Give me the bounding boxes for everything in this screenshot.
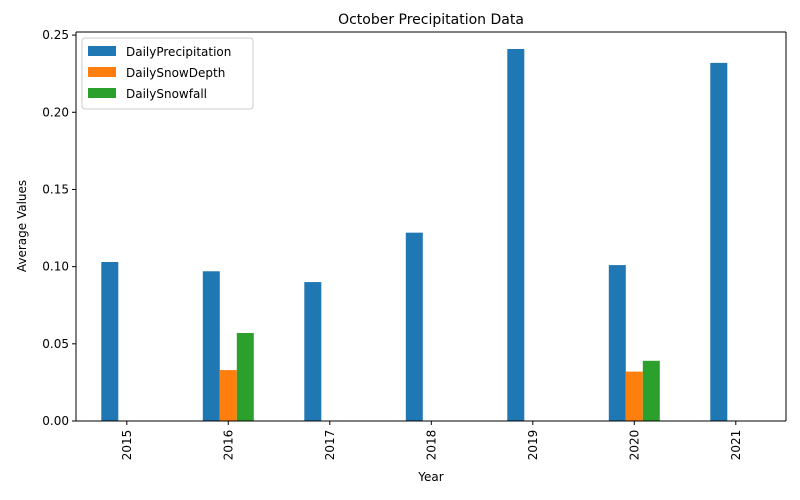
- bar-DailyPrecipitation-2020: [608, 265, 626, 421]
- legend: DailyPrecipitation DailySnowDepth DailySno…: [81, 37, 254, 110]
- y-tick-label: 0.05: [42, 337, 69, 351]
- x-axis-label: Year: [417, 470, 443, 484]
- chart-title: October Precipitation Data: [338, 12, 524, 28]
- legend-swatch-DailyPrecipitation: [88, 46, 116, 56]
- x-tick-label: 2016: [221, 430, 235, 461]
- bar-DailyPrecipitation-2015: [101, 262, 119, 421]
- legend-label-DailySnowDepth: DailySnowDepth: [126, 66, 225, 80]
- bar-DailyPrecipitation-2017: [304, 282, 322, 421]
- y-tick-label: 0.10: [42, 260, 69, 274]
- legend-swatch-DailySnowDepth: [88, 67, 116, 77]
- x-tick-label: 2020: [627, 430, 641, 461]
- x-tick-label: 2019: [526, 430, 540, 461]
- axes-frame: [75, 31, 787, 422]
- bar-DailyPrecipitation-2019: [507, 48, 525, 421]
- bar-DailySnowfall-2020: [642, 360, 660, 421]
- legend-frame: [81, 37, 254, 110]
- y-axis-label: Average Values: [15, 180, 29, 272]
- legend-label-DailyPrecipitation: DailyPrecipitation: [126, 45, 231, 59]
- legend-swatch-DailySnowfall: [88, 88, 116, 98]
- bar-DailySnowDepth-2016: [219, 370, 237, 421]
- y-tick-label: 0.00: [42, 414, 69, 428]
- y-tick-label: 0.15: [42, 182, 69, 196]
- x-axis-ticks: 2015 2016 2017 2018 2019 2020 2021: [120, 421, 743, 460]
- bar-DailyPrecipitation-2016: [202, 271, 220, 421]
- x-tick-label: 2021: [729, 430, 743, 461]
- x-tick-label: 2015: [120, 430, 134, 461]
- y-axis-ticks: 0.00 0.05 0.10 0.15 0.20 0.25: [42, 28, 76, 428]
- bar-DailySnowfall-2016: [236, 333, 254, 421]
- y-tick-label: 0.25: [42, 28, 69, 42]
- bar-DailyPrecipitation-2021: [710, 62, 728, 422]
- x-tick-label: 2017: [323, 430, 337, 461]
- y-tick-label: 0.20: [42, 105, 69, 119]
- bars-group: [101, 48, 728, 422]
- legend-label-DailySnowfall: DailySnowfall: [126, 87, 207, 101]
- bar-DailyPrecipitation-2018: [405, 232, 423, 421]
- bar-DailySnowDepth-2020: [625, 371, 643, 421]
- x-tick-label: 2018: [424, 430, 438, 461]
